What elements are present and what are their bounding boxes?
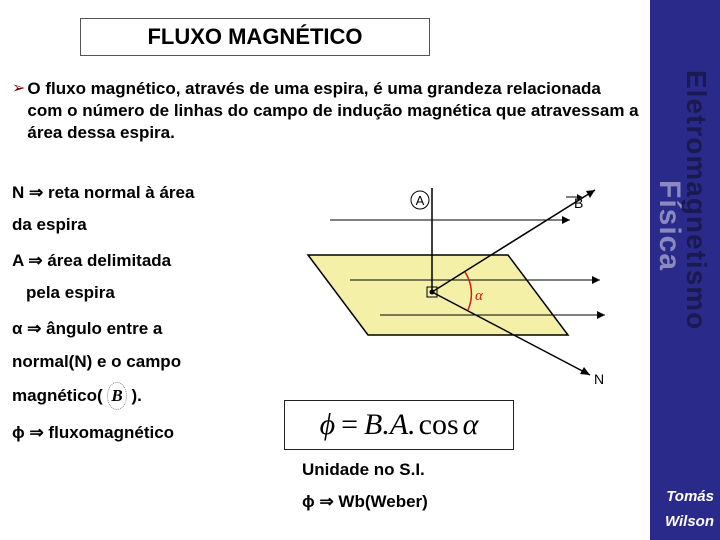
def-a-line1: A ⇒ área delimitada bbox=[12, 248, 267, 274]
def-n-line2: da espira bbox=[12, 212, 267, 238]
def-n-line1: N ⇒ reta normal à área bbox=[12, 180, 267, 206]
author-label-2: Wilson bbox=[665, 513, 714, 530]
bullet-arrow-icon: ➢ bbox=[12, 78, 25, 144]
def-alpha-line3b: ). bbox=[132, 386, 142, 405]
label-a: A bbox=[416, 193, 425, 208]
label-alpha: α bbox=[475, 288, 484, 304]
sidebar-subject-label: Física bbox=[652, 180, 686, 271]
formula-phi: ϕ bbox=[320, 408, 336, 442]
author-label-1: Tomás bbox=[666, 488, 714, 505]
si-heading: Unidade no S.I. bbox=[302, 460, 425, 480]
def-alpha-line1: α ⇒ ângulo entre a bbox=[12, 319, 162, 338]
formula-cos: cos bbox=[419, 408, 459, 442]
def-phi: ϕ ⇒ fluxomagnético bbox=[12, 420, 267, 446]
page-title: FLUXO MAGNÉTICO bbox=[80, 18, 430, 56]
formula-a: A bbox=[390, 408, 408, 442]
formula-dot2: . bbox=[408, 408, 416, 442]
intro-block: ➢ O fluxo magnético, através de uma espi… bbox=[12, 78, 640, 150]
svg-text:N: N bbox=[594, 371, 604, 387]
b-vector-symbol: B bbox=[107, 382, 126, 410]
slide: Eletromagnetismo Física Tomás Wilson FLU… bbox=[0, 0, 720, 540]
sidebar: Eletromagnetismo Física Tomás Wilson bbox=[650, 0, 720, 540]
formula: ϕ = B . A . cos α bbox=[284, 400, 514, 450]
formula-b: B bbox=[364, 408, 382, 442]
formula-alpha: α bbox=[463, 408, 479, 442]
def-alpha-line2: normal(N) e o campo bbox=[12, 352, 181, 371]
formula-eq: = bbox=[341, 408, 358, 442]
si-unit: ϕ ⇒ Wb(Weber) bbox=[302, 492, 428, 512]
intro-text: O fluxo magnético, através de uma espira… bbox=[27, 78, 640, 144]
flux-diagram: A N B α bbox=[270, 180, 610, 390]
formula-dot1: . bbox=[382, 408, 390, 442]
def-alpha-line3: magnético( bbox=[12, 386, 103, 405]
def-a-line2: pela espira bbox=[12, 280, 267, 306]
definitions: N ⇒ reta normal à área da espira A ⇒ áre… bbox=[12, 180, 267, 452]
